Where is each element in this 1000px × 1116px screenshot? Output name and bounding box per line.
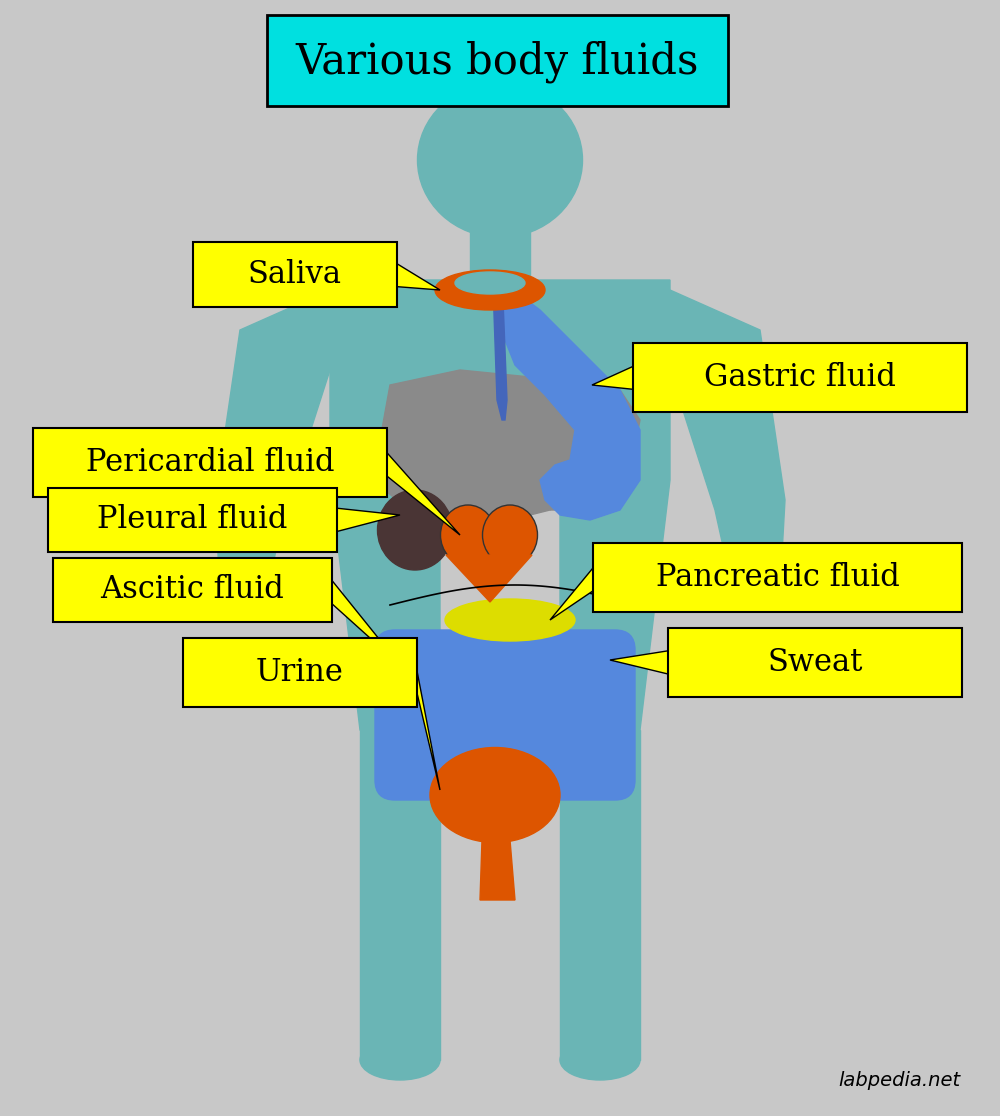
- Polygon shape: [550, 566, 595, 620]
- Text: Pleural fluid: Pleural fluid: [97, 504, 288, 536]
- Text: Ascitic fluid: Ascitic fluid: [101, 575, 284, 606]
- Polygon shape: [385, 451, 460, 535]
- Polygon shape: [360, 730, 440, 1060]
- FancyBboxPatch shape: [48, 488, 337, 552]
- Polygon shape: [480, 840, 515, 899]
- Ellipse shape: [430, 748, 560, 843]
- Ellipse shape: [445, 599, 575, 641]
- FancyBboxPatch shape: [470, 230, 530, 285]
- FancyBboxPatch shape: [668, 628, 962, 698]
- Ellipse shape: [360, 1040, 440, 1080]
- Polygon shape: [592, 366, 635, 389]
- FancyBboxPatch shape: [193, 242, 397, 307]
- Text: Pancreatic fluid: Pancreatic fluid: [656, 562, 899, 593]
- FancyBboxPatch shape: [375, 631, 635, 800]
- Polygon shape: [493, 285, 507, 420]
- FancyBboxPatch shape: [593, 543, 962, 612]
- Text: Gastric fluid: Gastric fluid: [704, 362, 896, 393]
- Ellipse shape: [418, 83, 582, 238]
- Polygon shape: [670, 290, 785, 600]
- Ellipse shape: [455, 272, 525, 294]
- Text: labpedia.net: labpedia.net: [838, 1071, 960, 1090]
- Ellipse shape: [482, 506, 538, 565]
- FancyBboxPatch shape: [183, 638, 417, 708]
- Polygon shape: [330, 578, 400, 665]
- Polygon shape: [446, 555, 532, 602]
- Text: Pericardial fluid: Pericardial fluid: [86, 448, 334, 478]
- Polygon shape: [610, 651, 670, 674]
- Ellipse shape: [733, 580, 783, 610]
- Text: Sweat: Sweat: [767, 647, 863, 679]
- FancyBboxPatch shape: [267, 15, 728, 106]
- FancyBboxPatch shape: [53, 558, 332, 622]
- Ellipse shape: [217, 580, 267, 610]
- Text: Various body fluids: Various body fluids: [295, 41, 699, 84]
- Polygon shape: [380, 371, 590, 525]
- Ellipse shape: [378, 490, 452, 570]
- Polygon shape: [215, 290, 330, 600]
- Polygon shape: [335, 508, 400, 532]
- FancyBboxPatch shape: [33, 429, 387, 497]
- Ellipse shape: [560, 1040, 640, 1080]
- Polygon shape: [415, 661, 440, 790]
- Text: Urine: Urine: [256, 657, 344, 687]
- Polygon shape: [550, 381, 640, 510]
- Polygon shape: [497, 290, 640, 520]
- Ellipse shape: [440, 506, 496, 565]
- Polygon shape: [330, 280, 670, 730]
- Ellipse shape: [435, 270, 545, 310]
- Text: Saliva: Saliva: [248, 259, 342, 290]
- Polygon shape: [395, 262, 440, 290]
- Polygon shape: [560, 730, 640, 1060]
- FancyBboxPatch shape: [633, 343, 967, 412]
